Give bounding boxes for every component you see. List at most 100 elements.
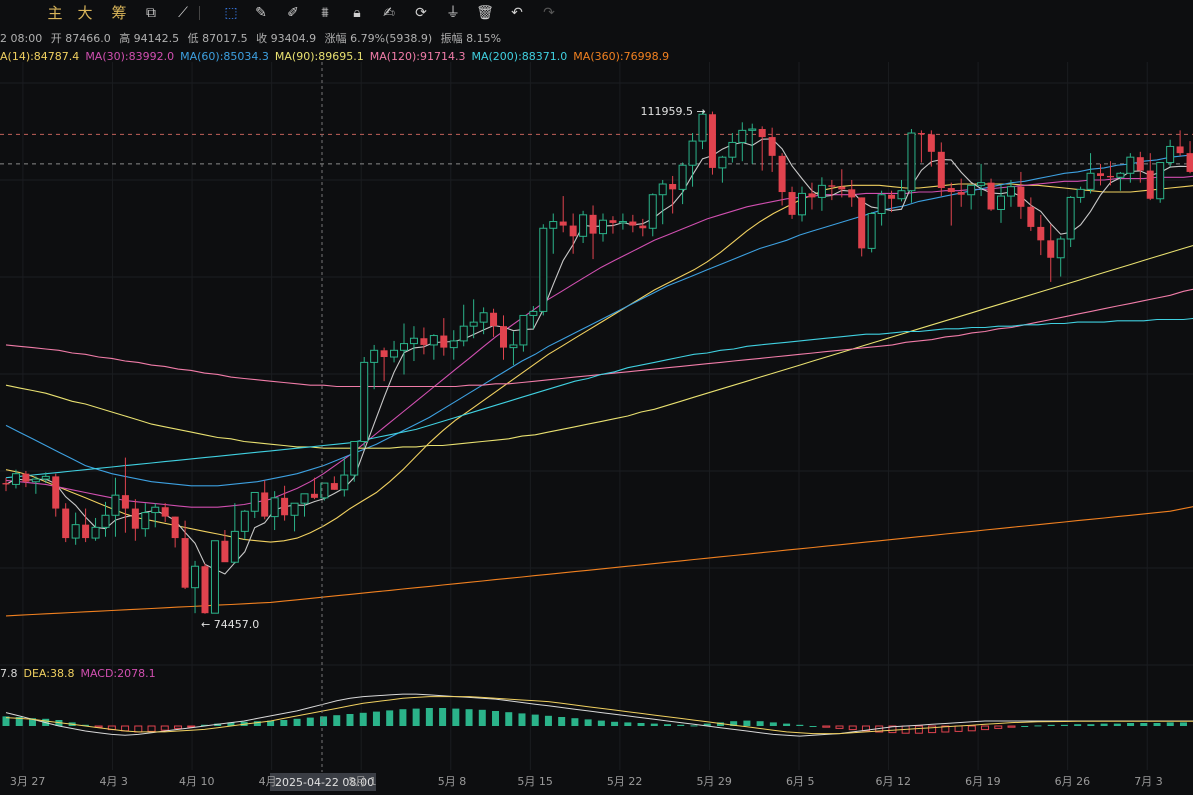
macd-bar: [941, 725, 950, 733]
macd-bar: [1166, 722, 1174, 726]
candle-body: [1017, 186, 1025, 207]
candle-body: [519, 314, 528, 346]
candle-body: [828, 185, 836, 187]
filter-icon[interactable]: ⏚: [446, 5, 460, 21]
macd-bar: [835, 725, 844, 729]
ma-line: [5, 154, 1193, 487]
macd-bar: [597, 720, 605, 726]
candlesticks: [2, 110, 1193, 614]
candle-body: [469, 321, 478, 327]
macd-bar: [544, 715, 552, 726]
macd-bar: [28, 718, 36, 726]
candle-body: [71, 524, 80, 539]
magnet-icon[interactable]: ⟳: [415, 5, 427, 21]
candle-body: [1116, 172, 1125, 178]
candle-body: [867, 213, 876, 249]
ohlc-readout: 2 08:00 开 87466.0 高 94142.5 低 87017.5 收 …: [0, 30, 506, 46]
ohlc-amplitude: 振幅 8.15%: [440, 32, 502, 45]
candle-body: [409, 337, 418, 345]
macd-bar: [981, 725, 990, 731]
lock-icon[interactable]: 🔒︎: [353, 5, 361, 21]
x-tick-label: 5月 8: [438, 775, 467, 788]
candle-body: [1136, 157, 1144, 171]
macd-bar: [690, 725, 698, 727]
macd_legend-item: DEA:38.8: [23, 667, 75, 680]
candle-body: [1106, 175, 1114, 178]
candle-body: [589, 214, 597, 234]
candle-body: [977, 182, 986, 186]
macd-bar: [1074, 724, 1082, 726]
ohlc-high: 高 94142.5: [119, 32, 180, 45]
ma-legend: A(14):84787.4 MA(30):83992.0 MA(60):85034.…: [0, 50, 675, 63]
candle-body: [1037, 226, 1045, 241]
candle-body: [191, 565, 200, 589]
indicator-icon[interactable]: ⧉: [146, 5, 156, 21]
pen-icon[interactable]: ✎: [255, 5, 267, 21]
x-tick-label: 4月 3: [99, 775, 128, 788]
pattern-icon[interactable]: ⩩: [321, 5, 329, 21]
macd-bar: [147, 725, 156, 732]
macd-bar: [611, 721, 619, 726]
macd-bar: [967, 725, 976, 732]
macd-bar: [505, 712, 513, 726]
big-button[interactable]: 大: [77, 4, 93, 22]
macd-bar: [1034, 725, 1042, 727]
main-button[interactable]: 主: [47, 4, 63, 22]
candle-body: [539, 227, 548, 312]
macd-bar: [465, 709, 473, 726]
candle-body: [718, 156, 727, 169]
trash-icon[interactable]: 🗑︎: [476, 5, 494, 21]
macd-bar: [664, 724, 672, 726]
macd-legend: 7.8 DEA:38.8 MACD:2078.1: [0, 667, 162, 680]
select-tool-icon[interactable]: ⬚: [224, 5, 238, 21]
macd-bar: [267, 720, 275, 726]
candle-body: [1176, 146, 1184, 154]
ma_legend-item: MA(120):91714.3: [369, 50, 466, 63]
macd-bar: [1007, 725, 1016, 728]
candle-body: [52, 476, 60, 509]
macd-bar: [200, 724, 208, 726]
candle-body: [688, 140, 697, 166]
macd-bar: [677, 724, 685, 726]
x-tick-label: 4月 10: [179, 775, 215, 788]
macd-bar: [531, 714, 539, 726]
chips-button[interactable]: 筹: [111, 4, 127, 22]
candle-body: [579, 214, 588, 237]
macd-bar: [1153, 723, 1161, 726]
macd-bar: [293, 718, 301, 726]
undo-icon[interactable]: ↶: [511, 5, 523, 21]
brush-icon[interactable]: ✐: [287, 5, 299, 21]
x-tick-label: 3月 27: [10, 775, 46, 788]
ma_legend-item: MA(30):83992.0: [85, 50, 175, 63]
candle-body: [82, 524, 90, 539]
macd-bar: [558, 717, 566, 726]
candle-body: [957, 192, 965, 195]
redo-icon[interactable]: ↷: [543, 5, 555, 21]
crosshair-time-box: [270, 773, 376, 791]
toolbar-divider: [199, 6, 200, 20]
macd-bar: [637, 723, 645, 726]
candle-body: [778, 155, 786, 193]
candle-body: [310, 493, 318, 498]
candle-body: [459, 325, 468, 342]
candle-body: [360, 361, 369, 443]
macd-bar: [822, 725, 831, 728]
candle-body: [888, 194, 896, 199]
x-axis: 3月 27 4月 3 4月 10 4月 5月 1 5月 8 5月 15 5月 22 5月 29 6…: [10, 775, 1163, 788]
macd-bar: [452, 708, 460, 726]
candle-body: [808, 193, 816, 198]
candle-body: [111, 494, 120, 516]
candle-body: [400, 343, 408, 351]
note-icon[interactable]: ✍: [383, 5, 395, 21]
ma-line: [5, 317, 1193, 479]
draw-tools-icon[interactable]: ⟋: [178, 5, 188, 21]
macd-bar: [888, 725, 897, 734]
candle-body: [420, 338, 428, 345]
macd-bar: [2, 716, 10, 726]
ohlc-change: 涨幅 6.79%(5938.9): [324, 32, 433, 45]
macd-bar: [1140, 723, 1148, 726]
macd-bar: [399, 709, 407, 726]
candle-body: [479, 312, 488, 323]
macd-bar: [756, 721, 764, 726]
